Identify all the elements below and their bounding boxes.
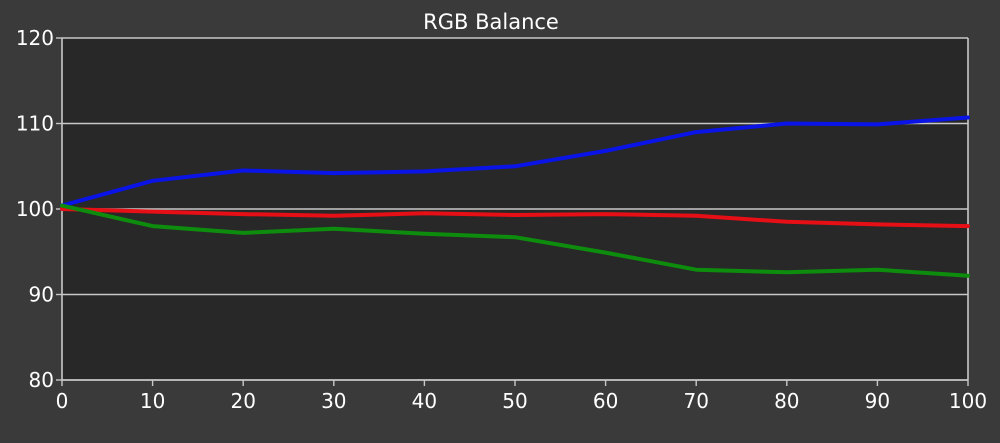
x-tick-label: 50 [502,389,527,413]
y-tick-label: 120 [16,26,54,50]
series-lines [60,115,970,278]
y-tick-label: 80 [29,368,54,392]
x-tick-label: 60 [593,389,618,413]
blue-series-line [60,115,970,208]
chart-title: RGB Balance [423,10,559,34]
green-series-line [60,203,970,278]
x-tick-label: 30 [321,389,346,413]
y-tick-label: 110 [16,112,54,136]
x-tick-label: 70 [683,389,708,413]
x-tick-label: 10 [140,389,165,413]
x-tick-label: 80 [774,389,799,413]
y-tick-label: 90 [29,283,54,307]
tick-labels: 80 90 100 110 120 0 10 20 30 40 50 60 70 80 90 100 [16,26,987,413]
x-tick-label: 100 [949,389,987,413]
x-tick-label: 0 [56,389,69,413]
x-tick-label: 40 [412,389,437,413]
x-tick-label: 90 [865,389,890,413]
y-tick-label: 100 [16,197,54,221]
x-tick-label: 20 [230,389,255,413]
red-series-line [60,207,970,229]
